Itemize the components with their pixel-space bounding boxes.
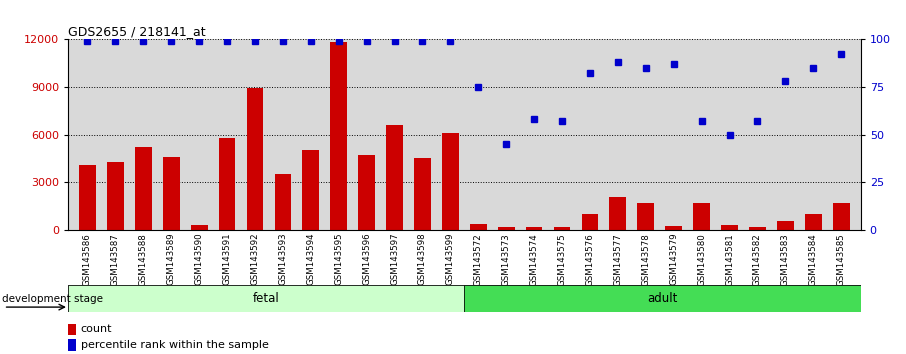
Bar (303, 150, 319, 230)
Bar (107, 161, 124, 230)
Bar (638, 203, 654, 230)
Bar (414, 159, 431, 230)
Text: development stage: development stage (2, 294, 102, 304)
Bar (68, 324, 76, 335)
Text: GSM143576: GSM143576 (585, 233, 594, 286)
Text: count: count (81, 324, 112, 334)
Bar (805, 214, 822, 230)
Text: GSM143593: GSM143593 (278, 233, 287, 285)
Text: GSM143589: GSM143589 (167, 233, 176, 285)
Text: GSM143581: GSM143581 (725, 233, 734, 286)
Text: GSM143578: GSM143578 (641, 233, 651, 286)
Text: adult: adult (647, 292, 678, 305)
Text: GSM143584: GSM143584 (809, 233, 818, 286)
Text: GSM143592: GSM143592 (250, 233, 259, 285)
Text: GSM143594: GSM143594 (306, 233, 315, 285)
Bar (610, 197, 626, 230)
Text: GSM143585: GSM143585 (836, 233, 845, 286)
Text: GSM143590: GSM143590 (195, 233, 204, 285)
Bar (68, 339, 76, 350)
Text: GSM143580: GSM143580 (697, 233, 706, 286)
Text: GSM143598: GSM143598 (418, 233, 427, 285)
Text: GSM143583: GSM143583 (781, 233, 790, 286)
Bar (582, 214, 598, 230)
Bar (331, 42, 347, 230)
Text: GSM143587: GSM143587 (111, 233, 120, 286)
Bar (777, 221, 794, 230)
Text: GSM143595: GSM143595 (334, 233, 343, 285)
Text: GSM143582: GSM143582 (753, 233, 762, 286)
Text: GSM143586: GSM143586 (83, 233, 92, 286)
Bar (68, 285, 464, 312)
Bar (275, 175, 291, 230)
Text: GSM143575: GSM143575 (557, 233, 566, 286)
Bar (386, 125, 403, 230)
Bar (358, 155, 375, 230)
Text: GSM143577: GSM143577 (613, 233, 622, 286)
Bar (721, 225, 737, 230)
Bar (470, 224, 487, 230)
Bar (163, 157, 179, 230)
Text: GSM143573: GSM143573 (502, 233, 511, 286)
Bar (135, 147, 151, 230)
Bar (833, 203, 850, 230)
Text: GSM143579: GSM143579 (670, 233, 679, 285)
Bar (218, 138, 236, 230)
Text: GSM143591: GSM143591 (223, 233, 232, 285)
Bar (665, 226, 682, 230)
Text: GSM143597: GSM143597 (390, 233, 399, 285)
Bar (442, 133, 458, 230)
Bar (693, 203, 710, 230)
Bar (749, 227, 766, 230)
Text: percentile rank within the sample: percentile rank within the sample (81, 340, 268, 350)
Text: GDS2655 / 218141_at: GDS2655 / 218141_at (68, 25, 206, 38)
Bar (464, 285, 861, 312)
Text: GSM143599: GSM143599 (446, 233, 455, 285)
Text: GSM143588: GSM143588 (139, 233, 148, 286)
Text: GSM143574: GSM143574 (530, 233, 538, 286)
Bar (497, 227, 515, 230)
Bar (554, 227, 571, 230)
Text: GSM143572: GSM143572 (474, 233, 483, 286)
Bar (246, 88, 264, 230)
Bar (191, 225, 207, 230)
Bar (525, 227, 543, 230)
Text: fetal: fetal (253, 292, 280, 305)
Bar (79, 165, 96, 230)
Text: GSM143596: GSM143596 (362, 233, 371, 285)
